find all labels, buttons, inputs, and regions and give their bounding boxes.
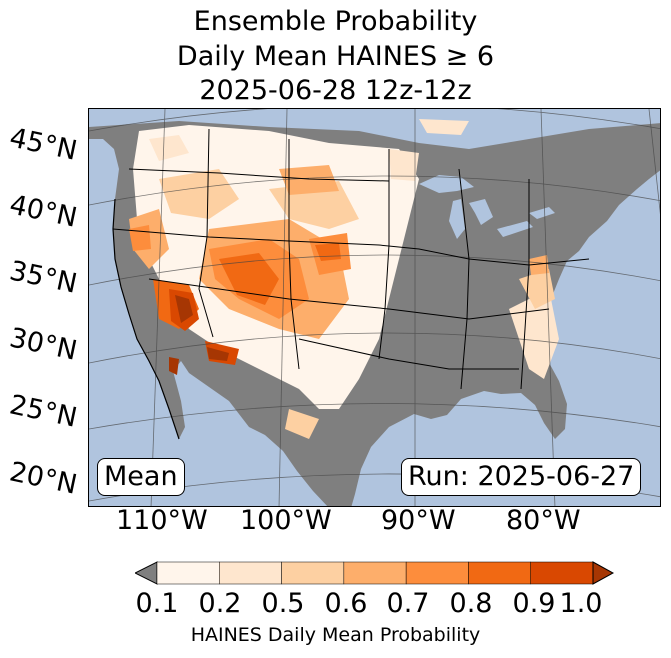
- colorbar-tick: 0.8: [449, 588, 493, 619]
- lon-label-100: 100°W: [240, 505, 332, 536]
- colorbar-bins: [156, 561, 594, 585]
- colorbar-bin: [219, 561, 282, 585]
- colorbar-label: HAINES Daily Mean Probability: [190, 624, 481, 646]
- lon-label-90: 90°W: [381, 505, 456, 536]
- lat-label-25: 25°N: [6, 389, 80, 434]
- stat-label-box: Mean: [97, 458, 185, 496]
- colorbar-tick: 0.1: [135, 588, 179, 619]
- colorbar-tick: 0.6: [324, 588, 368, 619]
- colorbar: [135, 561, 615, 585]
- title-line-3: 2025-06-28 12z-12z: [199, 75, 472, 106]
- colorbar-bin: [156, 561, 220, 585]
- coastline: [112, 198, 180, 440]
- colorbar-bin: [405, 561, 469, 585]
- graticule: [89, 109, 660, 506]
- colorbar-tick: 0.5: [261, 588, 305, 619]
- state-borders: [112, 128, 590, 390]
- lon-label-80: 80°W: [506, 505, 581, 536]
- lon-label-110: 110°W: [116, 505, 208, 536]
- probability-field: [129, 119, 559, 439]
- colorbar-bin: [343, 561, 407, 585]
- run-label-box: Run: 2025-06-27: [401, 458, 642, 496]
- great-lakes: [419, 175, 555, 239]
- lat-label-45: 45°N: [6, 122, 80, 167]
- colorbar-bin: [530, 561, 594, 585]
- title-line-1: Ensemble Probability: [193, 6, 478, 37]
- title-line-2: Daily Mean HAINES ≥ 6: [176, 41, 495, 72]
- colorbar-bin: [468, 561, 531, 585]
- colorbar-tick: 0.7: [386, 588, 430, 619]
- colorbar-tick: 0.9: [512, 588, 556, 619]
- colorbar-under-arrow: [135, 561, 158, 585]
- lat-label-20: 20°N: [6, 456, 80, 501]
- map-panel: [88, 108, 661, 507]
- colorbar-tick: 0.2: [198, 588, 242, 619]
- map-canvas: [89, 109, 660, 506]
- lat-label-40: 40°N: [6, 189, 80, 234]
- colorbar-over-arrow: [592, 561, 615, 585]
- colorbar-bin: [281, 561, 345, 585]
- colorbar-tick: 1.0: [559, 588, 603, 619]
- lat-label-30: 30°N: [6, 322, 80, 367]
- lat-label-35: 35°N: [6, 255, 80, 300]
